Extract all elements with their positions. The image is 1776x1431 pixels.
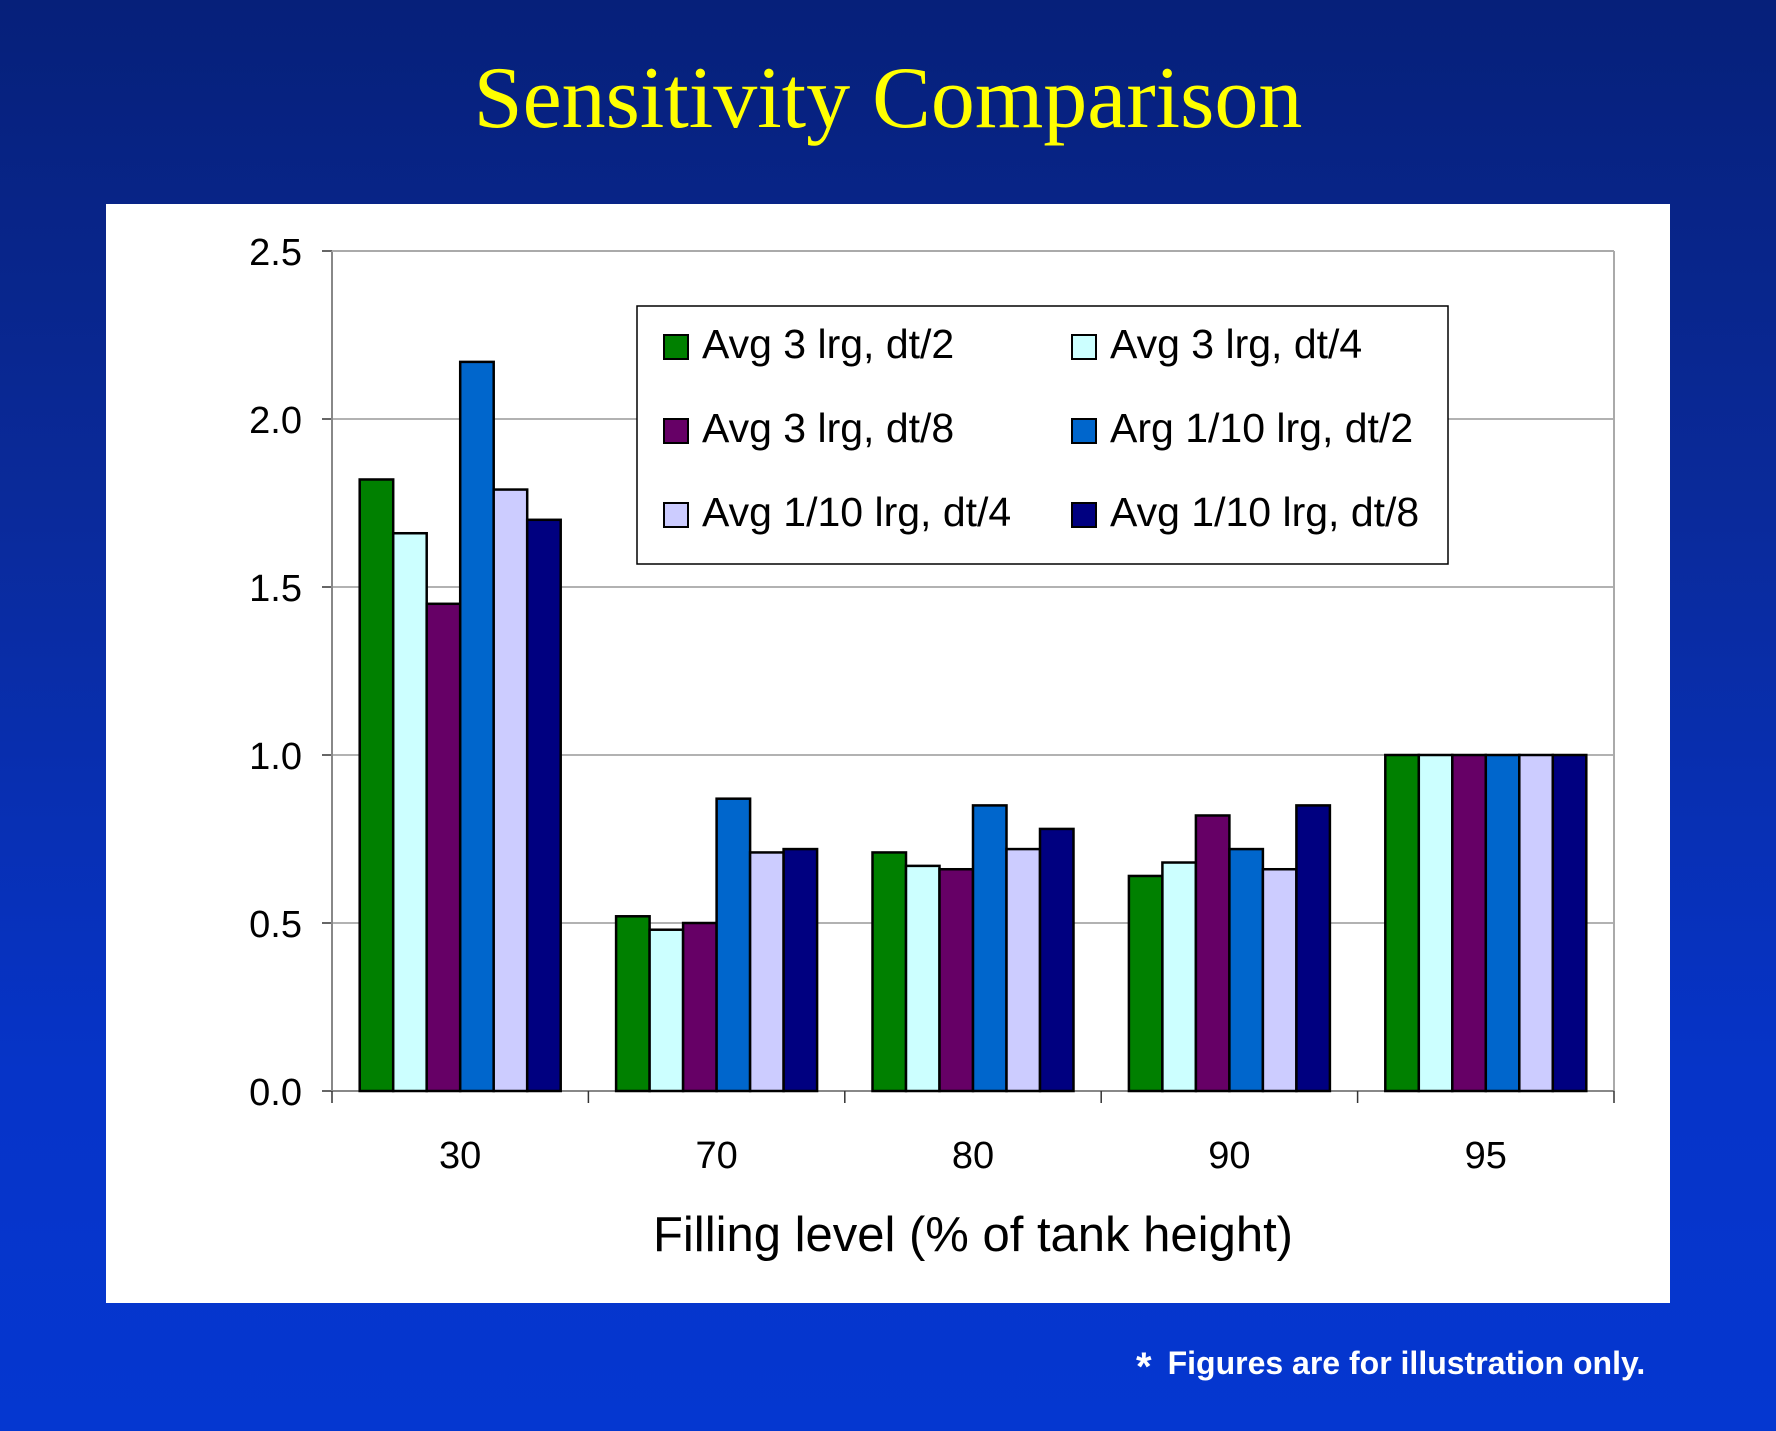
x-tick-label: 30 <box>439 1135 481 1177</box>
bar-95-series-1 <box>1384 753 1421 1093</box>
bar-30-series-2 <box>391 531 428 1093</box>
legend-label-3: Avg 3 lrg, dt/8 <box>702 405 954 451</box>
bar-80-series-5 <box>1005 847 1042 1093</box>
x-tick-label: 95 <box>1465 1135 1507 1177</box>
legend-label-4: Arg 1/10 lrg, dt/2 <box>1110 405 1413 451</box>
bar-95-series-5 <box>1518 753 1555 1093</box>
y-tick-label: 0.5 <box>249 904 302 946</box>
y-tick-label: 0.0 <box>249 1072 302 1114</box>
bar-30-series-3 <box>425 602 462 1093</box>
bar-80-series-2 <box>904 864 941 1093</box>
bar-95-series-3 <box>1451 753 1488 1093</box>
bar-90-series-4 <box>1228 847 1265 1093</box>
bar-90-series-1 <box>1127 874 1164 1093</box>
x-tick-label: 70 <box>695 1135 737 1177</box>
bar-80-series-6 <box>1038 827 1075 1093</box>
legend-swatch-4 <box>1071 418 1097 444</box>
legend-box <box>636 305 1449 565</box>
bar-30-series-1 <box>358 478 395 1093</box>
x-axis-title: Filling level (% of tank height) <box>653 1208 1293 1262</box>
y-tick-label: 2.0 <box>249 400 302 442</box>
x-tick-label: 80 <box>952 1135 994 1177</box>
legend-swatch-6 <box>1071 502 1097 528</box>
bar-30-series-5 <box>492 488 529 1093</box>
bar-70-series-6 <box>782 847 819 1093</box>
bar-95-series-4 <box>1484 753 1521 1093</box>
bar-90-series-2 <box>1161 861 1198 1093</box>
slide-title: Sensitivity Comparison <box>473 50 1303 147</box>
y-tick-label: 1.5 <box>249 568 302 610</box>
legend-label-1: Avg 3 lrg, dt/2 <box>702 321 954 367</box>
bar-30-series-4 <box>458 360 495 1093</box>
legend-label-5: Avg 1/10 lrg, dt/4 <box>702 489 1011 535</box>
bar-30-series-6 <box>525 518 562 1093</box>
bar-80-series-4 <box>971 804 1008 1093</box>
bar-80-series-1 <box>871 851 908 1093</box>
footnote-text: Figures are for illustration only. <box>1167 1345 1646 1381</box>
legend-label-6: Avg 1/10 lrg, dt/8 <box>1110 489 1419 535</box>
bar-70-series-4 <box>715 797 752 1093</box>
bar-90-series-6 <box>1295 804 1332 1093</box>
bar-70-series-1 <box>614 915 651 1093</box>
footnote-mark: * <box>1136 1345 1152 1389</box>
bar-90-series-5 <box>1261 867 1298 1093</box>
y-tick-label: 2.5 <box>249 232 302 274</box>
bar-95-series-6 <box>1551 753 1588 1093</box>
x-tick-label: 90 <box>1208 1135 1250 1177</box>
legend-swatch-2 <box>1071 334 1097 360</box>
bar-95-series-2 <box>1417 753 1454 1093</box>
y-tick-label: 1.0 <box>249 736 302 778</box>
bar-90-series-3 <box>1194 814 1231 1093</box>
legend-swatch-3 <box>663 418 689 444</box>
footnote: * Figures are for illustration only. <box>1136 1345 1645 1390</box>
bar-70-series-5 <box>748 851 785 1093</box>
bar-70-series-2 <box>648 928 685 1093</box>
legend-label-2: Avg 3 lrg, dt/4 <box>1110 321 1362 367</box>
bar-80-series-3 <box>938 867 975 1093</box>
bar-70-series-3 <box>681 921 718 1093</box>
legend-swatch-5 <box>663 502 689 528</box>
legend-swatch-1 <box>663 334 689 360</box>
